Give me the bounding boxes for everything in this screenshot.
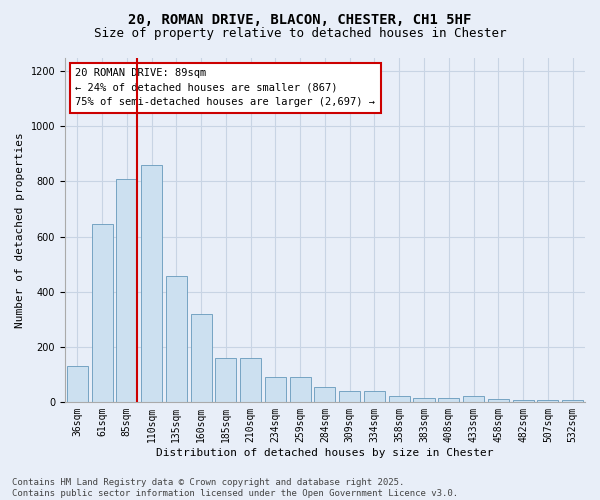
Bar	[538, 400, 559, 402]
Bar	[290, 377, 311, 402]
Bar	[67, 366, 88, 402]
Bar	[314, 386, 335, 402]
Bar	[488, 399, 509, 402]
Bar	[463, 396, 484, 402]
Bar	[265, 377, 286, 402]
Text: Size of property relative to detached houses in Chester: Size of property relative to detached ho…	[94, 28, 506, 40]
Bar	[116, 178, 137, 402]
Bar	[562, 400, 583, 402]
Bar	[215, 358, 236, 402]
Bar	[389, 396, 410, 402]
Bar	[413, 398, 434, 402]
Bar	[240, 358, 261, 402]
Text: 20 ROMAN DRIVE: 89sqm
← 24% of detached houses are smaller (867)
75% of semi-det: 20 ROMAN DRIVE: 89sqm ← 24% of detached …	[76, 68, 376, 108]
Bar	[438, 398, 460, 402]
Text: 20, ROMAN DRIVE, BLACON, CHESTER, CH1 5HF: 20, ROMAN DRIVE, BLACON, CHESTER, CH1 5H…	[128, 12, 472, 26]
Bar	[339, 391, 360, 402]
Bar	[191, 314, 212, 402]
Bar	[512, 400, 533, 402]
Bar	[364, 391, 385, 402]
Y-axis label: Number of detached properties: Number of detached properties	[15, 132, 25, 328]
Bar	[166, 276, 187, 402]
Text: Contains HM Land Registry data © Crown copyright and database right 2025.
Contai: Contains HM Land Registry data © Crown c…	[12, 478, 458, 498]
Bar	[92, 224, 113, 402]
X-axis label: Distribution of detached houses by size in Chester: Distribution of detached houses by size …	[156, 448, 494, 458]
Bar	[141, 165, 162, 402]
